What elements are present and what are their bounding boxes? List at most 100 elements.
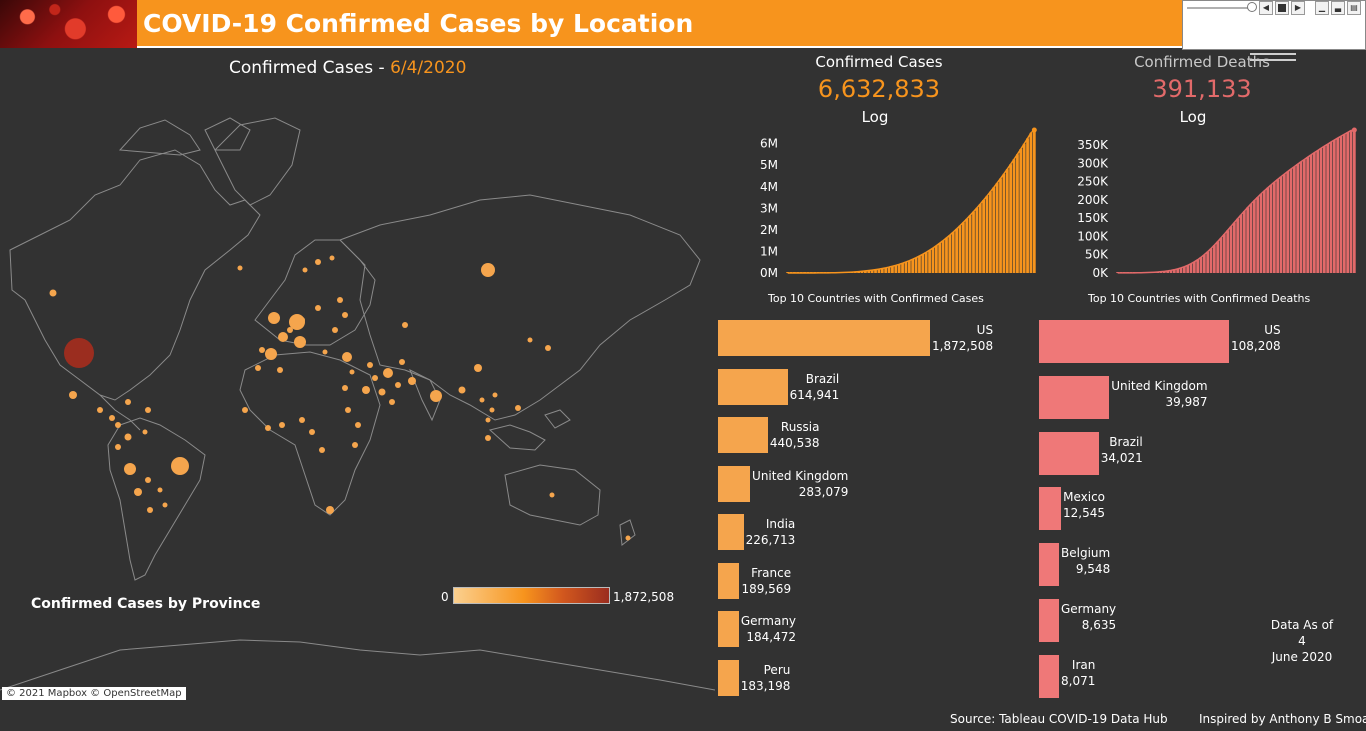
bubble-pakistan: [408, 377, 416, 385]
bubble-argentina: [147, 507, 153, 513]
cases-bar[interactable]: [718, 659, 739, 696]
bubble-australia: [549, 492, 555, 498]
source-text: Source: Tableau COVID-19 Data Hub: [950, 712, 1168, 726]
bubble-panama: [115, 422, 121, 428]
bubble-germany: [278, 332, 288, 342]
color-legend-bar: [453, 587, 610, 604]
date-slider-track[interactable]: [1187, 7, 1253, 9]
cases-trend-chart[interactable]: 0M 1M 2M 3M 4M 5M 6M: [740, 120, 1040, 285]
deaths-bar[interactable]: [1039, 543, 1059, 587]
deaths-kpi-label: Confirmed Deaths: [1134, 53, 1270, 71]
deaths-scale-label: Log: [1179, 108, 1207, 126]
bubble-turkey: [342, 352, 352, 362]
coronavirus-image: [0, 0, 137, 48]
bubble-morocco: [255, 365, 261, 371]
cases-bar[interactable]: [718, 417, 768, 453]
step-back-button[interactable]: ◀: [1259, 1, 1273, 15]
deaths-value-label: 39,987: [1165, 394, 1208, 409]
bubble-guatemala: [97, 407, 103, 413]
bubble-iraq: [367, 362, 373, 368]
canada-arctic-islands: [118, 117, 251, 156]
bubble-japan: [545, 345, 551, 351]
bubble-malaysia: [489, 407, 495, 413]
cases-bar-label: Brazil 614,941: [790, 371, 840, 403]
world-map-svg: [0, 117, 716, 691]
deaths-country-name: Mexico: [1063, 490, 1106, 505]
cases-scale-label: Log: [861, 108, 889, 126]
bubble-ivory: [265, 425, 271, 431]
map-credit[interactable]: © 2021 Mapbox © OpenStreetMap: [2, 687, 186, 700]
deaths-line: [1117, 129, 1355, 274]
deaths-bar[interactable]: [1039, 487, 1062, 531]
deaths-country-name: Iran: [1071, 657, 1096, 672]
map-caption: Confirmed Cases by Province: [31, 596, 261, 612]
bubble-india: [430, 390, 442, 402]
new-zealand-outline: [619, 519, 636, 546]
cases-country-name: France: [751, 565, 792, 580]
india-outline: [409, 368, 441, 422]
cases-value-label: 183,198: [740, 678, 791, 693]
deaths-bar[interactable]: [1039, 320, 1229, 363]
deaths-y-tick: 150K: [1077, 211, 1109, 225]
europe-outline: [254, 239, 376, 346]
bubble-china: [474, 364, 482, 372]
cases-bar[interactable]: [718, 562, 740, 599]
cases-y-tick: 5M: [760, 158, 778, 172]
deaths-bar[interactable]: [1039, 375, 1110, 419]
cases-country-name: Brazil: [805, 371, 840, 386]
deaths-value-label: 34,021: [1100, 450, 1143, 465]
cases-line: [787, 129, 1035, 274]
map-title-prefix: Confirmed Cases -: [229, 58, 391, 78]
bubble-oman: [389, 399, 395, 405]
cases-bar-label: India 226,713: [746, 516, 796, 548]
deaths-y-tick: 200K: [1077, 193, 1109, 207]
bubble-france: [268, 312, 280, 324]
cases-value-label: 614,941: [789, 387, 840, 402]
north-america-outline: [9, 149, 261, 401]
cases-y-tick: 3M: [760, 201, 778, 215]
deaths-y-tick: 100K: [1077, 229, 1109, 243]
date-slider-knob[interactable]: [1247, 2, 1257, 12]
bubble-ukraine: [342, 312, 348, 318]
cases-bar[interactable]: [718, 611, 739, 647]
bubble-uae: [395, 382, 401, 388]
speed-slow-button[interactable]: ▁: [1315, 1, 1329, 15]
deaths-bar[interactable]: [1039, 431, 1099, 475]
top-cases-title: Top 10 Countries with Confirmed Cases: [768, 292, 984, 305]
deaths-bar[interactable]: [1039, 599, 1059, 642]
deaths-bar[interactable]: [1039, 654, 1059, 698]
bubble-paraguay: [157, 487, 163, 493]
cases-bar-label: Germany 184,472: [741, 613, 796, 645]
cases-bar[interactable]: [718, 320, 930, 356]
map-title-date: 6/4/2020: [390, 58, 467, 78]
bubble-afghanistan: [399, 359, 405, 365]
deaths-bar-label: Germany 8,635: [1061, 601, 1116, 633]
deaths-y-tick: 250K: [1077, 175, 1109, 189]
deaths-value-label: 8,071: [1061, 673, 1096, 688]
central-america-outline: [99, 394, 141, 431]
cases-y-tick: 1M: [760, 244, 778, 258]
map-title: Confirmed Cases - 6/4/2020: [229, 58, 466, 78]
cases-bar[interactable]: [718, 465, 751, 502]
bubble-ghana: [279, 422, 285, 428]
cases-bar[interactable]: [718, 514, 744, 550]
speed-fast-button[interactable]: ▤: [1347, 1, 1361, 15]
bubble-singapore: [485, 417, 491, 423]
deaths-trend-chart[interactable]: 0K 50K 100K 150K 200K 250K 300K 350K: [1060, 120, 1360, 285]
speed-medium-button[interactable]: ▃: [1331, 1, 1345, 15]
bubble-canada: [49, 289, 57, 297]
bubble-thailand: [479, 397, 485, 403]
stop-button[interactable]: [1275, 1, 1289, 15]
cases-bar[interactable]: [718, 368, 788, 405]
resize-grip[interactable]: [1250, 53, 1296, 61]
deaths-y-tick: 0K: [1092, 266, 1109, 280]
cases-bar-label: France 189,569: [741, 565, 791, 597]
cases-value-label: 189,569: [741, 581, 792, 596]
cases-end-point: [1031, 127, 1037, 133]
world-map[interactable]: [0, 110, 716, 705]
deaths-country-name: Belgium: [1061, 546, 1111, 561]
step-forward-button[interactable]: ▶: [1291, 1, 1305, 15]
bubble-israel: [349, 369, 355, 375]
deaths-value-label: 108,208: [1231, 339, 1281, 353]
antarctica-outline: [0, 639, 716, 691]
